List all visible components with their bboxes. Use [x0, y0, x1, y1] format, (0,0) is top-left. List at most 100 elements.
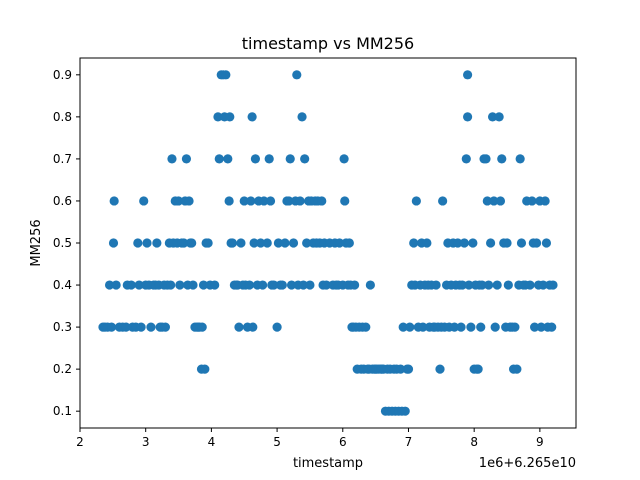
- data-point: [497, 154, 507, 164]
- data-point: [339, 154, 349, 164]
- data-point: [344, 238, 354, 248]
- data-point: [285, 154, 295, 164]
- data-point: [146, 322, 156, 332]
- data-point: [468, 238, 478, 248]
- data-point: [317, 196, 327, 206]
- y-tick-label: 0.9: [53, 68, 72, 82]
- data-point: [167, 154, 177, 164]
- data-point: [197, 322, 207, 332]
- data-point: [473, 364, 483, 374]
- data-point: [286, 280, 297, 290]
- data-point: [530, 322, 540, 332]
- data-point: [152, 238, 162, 248]
- data-point: [277, 280, 287, 290]
- data-point: [256, 238, 266, 248]
- data-point: [166, 280, 176, 290]
- data-point: [409, 238, 419, 248]
- data-point: [403, 364, 414, 374]
- data-point: [213, 112, 223, 122]
- data-point: [540, 196, 550, 206]
- data-point: [126, 280, 136, 290]
- data-point: [461, 154, 471, 164]
- data-point: [210, 280, 220, 290]
- data-point: [136, 322, 146, 332]
- data-point: [284, 196, 294, 206]
- data-point: [236, 238, 246, 248]
- data-point: [272, 322, 282, 332]
- data-point: [405, 322, 415, 332]
- data-point: [292, 70, 302, 80]
- data-point: [234, 322, 244, 332]
- x-tick-label: 4: [208, 435, 216, 449]
- data-point: [515, 154, 525, 164]
- data-point: [239, 196, 249, 206]
- data-point: [223, 154, 233, 164]
- data-point: [184, 196, 194, 206]
- data-point: [548, 280, 558, 290]
- data-point: [224, 196, 234, 206]
- data-point: [361, 322, 371, 332]
- data-point: [258, 280, 268, 290]
- data-point: [179, 238, 189, 248]
- data-point: [492, 280, 502, 290]
- chart-title: timestamp vs MM256: [242, 34, 414, 53]
- x-tick-label: 9: [536, 435, 544, 449]
- data-point: [365, 280, 375, 290]
- data-point: [248, 322, 258, 332]
- data-point: [221, 70, 231, 80]
- x-tick-label: 3: [142, 435, 150, 449]
- data-point: [502, 238, 512, 248]
- data-point: [181, 154, 192, 164]
- data-point: [527, 196, 537, 206]
- data-point: [106, 322, 117, 332]
- data-point: [173, 196, 184, 206]
- data-point: [503, 280, 513, 290]
- data-point: [411, 196, 421, 206]
- data-point: [250, 154, 261, 164]
- data-point: [139, 196, 149, 206]
- data-point: [121, 322, 131, 332]
- data-point: [516, 238, 527, 248]
- data-point: [395, 364, 406, 374]
- x-tick-label: 2: [76, 435, 84, 449]
- data-point: [494, 112, 504, 122]
- data-point: [305, 280, 315, 290]
- data-point: [463, 112, 473, 122]
- data-point: [449, 322, 460, 332]
- data-point: [188, 280, 198, 290]
- data-point: [244, 280, 255, 290]
- data-point: [280, 238, 290, 248]
- data-point: [302, 238, 312, 248]
- y-tick-label: 0.6: [53, 194, 72, 208]
- x-tick-label: 7: [405, 435, 413, 449]
- x-tick-label: 5: [273, 435, 281, 449]
- data-point: [463, 70, 473, 80]
- data-point: [214, 154, 224, 164]
- data-point: [487, 112, 498, 122]
- y-tick-label: 0.4: [53, 278, 72, 292]
- data-point: [259, 196, 269, 206]
- data-points: [98, 70, 558, 416]
- data-point: [269, 280, 279, 290]
- data-point: [435, 364, 445, 374]
- data-point: [321, 280, 331, 290]
- x-tick-label: 8: [470, 435, 478, 449]
- data-point: [134, 280, 144, 290]
- data-point: [476, 322, 486, 332]
- data-point: [109, 196, 119, 206]
- data-point: [484, 280, 494, 290]
- data-point: [536, 322, 546, 332]
- data-point: [489, 196, 499, 206]
- x-tick-label: 6: [339, 435, 347, 449]
- data-point: [418, 322, 428, 332]
- data-point: [490, 322, 500, 332]
- data-point: [133, 238, 143, 248]
- data-point: [538, 280, 548, 290]
- data-point: [288, 238, 299, 248]
- y-tick-label: 0.2: [53, 362, 72, 376]
- data-point: [300, 154, 310, 164]
- x-axis-offset-label: 1e6+6.265e10: [479, 456, 576, 471]
- data-point: [453, 238, 463, 248]
- data-point: [108, 238, 119, 248]
- data-point: [486, 238, 496, 248]
